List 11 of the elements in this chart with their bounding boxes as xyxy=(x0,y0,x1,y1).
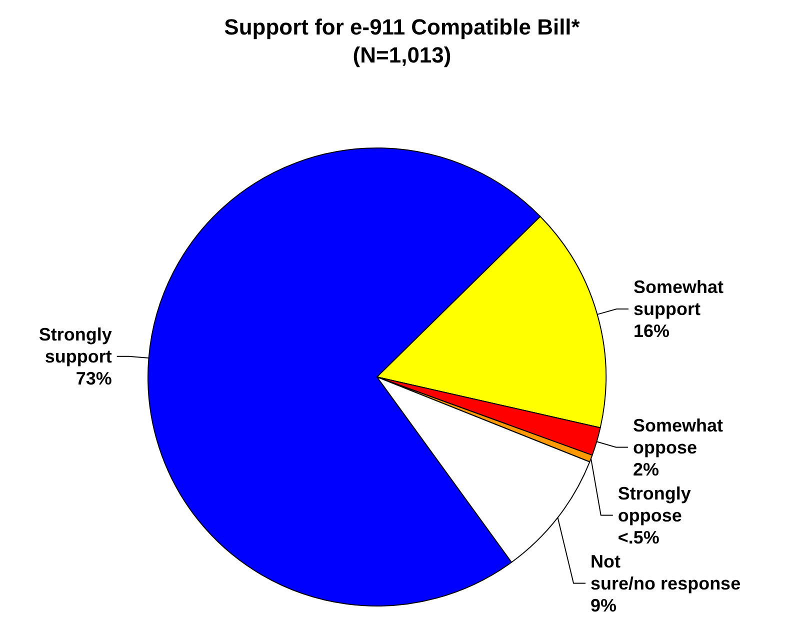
data-label: <.5% xyxy=(618,527,660,548)
slice-label: Somewhat support xyxy=(634,276,724,319)
data-label: 2% xyxy=(632,459,659,480)
slice-label: Somewhat oppose xyxy=(632,415,723,458)
chart-title: Support for e-911 Compatible Bill* (N=1,013) xyxy=(224,14,580,68)
slice-label: Strongly support xyxy=(38,324,112,366)
slice-label: Strongly oppose xyxy=(618,483,691,526)
slice-label: Not sure/no response xyxy=(590,551,741,594)
data-label: 9% xyxy=(590,595,617,616)
data-label: 16% xyxy=(634,320,670,341)
data-label: 73% xyxy=(76,368,112,388)
